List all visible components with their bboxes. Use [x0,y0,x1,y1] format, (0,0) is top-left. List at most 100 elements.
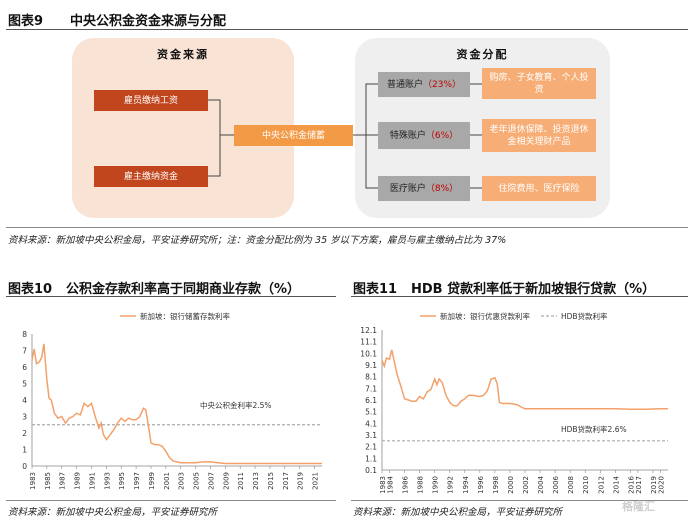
deposit-x-tick-label: 2017 [282,472,290,490]
employee-contribution-box: 雇员缴纳工资 [94,90,208,111]
loan-x-tick-label: 2008 [567,476,575,494]
special-account-name: 特殊账户 [389,130,426,141]
fig9-label: 图表9 [8,14,44,29]
loan-y-tick-label: 7.1 [365,384,377,393]
fig10-header-rule [6,296,336,297]
deposit-x-tick-label: 2021 [312,472,320,490]
medisave-account-box: 医疗账户 （8%） [378,176,470,201]
cpf-rate-annotation: 中央公积金利率2.5% [200,400,272,410]
loan-x-tick-label: 1983 [379,476,387,494]
fig9-header-rule [6,29,688,30]
loan-y-tick-label: 1.1 [365,454,377,463]
loan-x-tick-label: 1984 [387,475,395,493]
ordinary-account-use: 购房、子女教育、个人投资 [482,68,596,99]
fig11-bottom-rule [351,500,688,501]
deposit-x-tick-label: 1997 [133,472,141,490]
medisave-account-pct: （8%） [425,183,459,194]
deposit-y-tick-label: 3 [22,413,27,422]
deposit-x-tick-label: 2003 [178,472,186,490]
fig11-title: HDB 贷款利率低于新加坡银行贷款（%） [411,282,656,297]
loan-x-tick-label: 2000 [507,476,515,494]
loan-x-tick-label: 1986 [402,475,410,493]
fig10-title: 公积金存款利率高于同期商业存款（%） [66,282,301,297]
deposit-y-tick-label: 5 [22,380,27,389]
deposit-y-tick-label: 2 [22,429,27,438]
ordinary-account-pct: （23%） [423,79,462,90]
fig10-source-note: 资料来源：新加坡中央公积金局，平安证券研究所 [8,507,218,518]
hdb-legend-label: HDB贷款利率 [561,311,608,321]
loan-x-tick-label: 2019 [650,476,658,494]
loan-x-tick-label: 2006 [552,475,560,493]
fig11-label: 图表11 [353,282,398,297]
deposit-y-tick-label: 0 [22,462,27,471]
deposit-x-tick-label: 2013 [252,472,260,490]
deposit-y-tick-label: 8 [22,330,27,339]
loan-x-tick-label: 1996 [477,475,485,493]
loan-x-tick-label: 2020 [657,476,665,494]
deposit-x-tick-label: 2007 [207,472,215,490]
medisave-account-name: 医疗账户 [389,183,426,194]
deposit-x-tick-label: 2011 [237,472,245,490]
deposit-legend-label: 新加坡：银行储蓄存款利率 [140,311,230,321]
loan-x-tick-label: 1988 [417,476,425,494]
deposit-series-line [31,343,322,465]
loan-y-tick-label: 2.1 [365,443,377,452]
loan-x-tick-label: 2010 [582,476,590,494]
watermark: 格隆汇 [622,500,655,513]
deposit-x-tick-label: 2001 [163,472,171,490]
loan-y-tick-label: 9.1 [365,361,377,370]
flow-connectors [208,83,482,189]
loan-legend-label: 新加坡：银行优惠贷款利率 [440,311,530,321]
loan-x-tick-label: 2016 [627,475,635,493]
loan-series-line [381,349,668,411]
deposit-x-tick-label: 1987 [59,472,67,490]
deposit-x-tick-label: 1993 [103,472,111,490]
loan-y-tick-label: 8.1 [365,373,377,382]
loan-x-tick-label: 1990 [432,476,440,494]
fig11-source-note: 资料来源：新加坡中央公积金局，平安证券研究所 [353,507,563,518]
sources-title: 资金来源 [157,48,209,61]
loan-x-tick-label: 2014 [612,475,620,493]
deposit-x-tick-label: 1995 [118,472,126,490]
loan-x-tick-label: 2012 [597,476,605,494]
loan-x-tick-label: 1998 [492,476,500,494]
deposit-x-tick-label: 2019 [297,472,305,490]
loan-x-tick-label: 1992 [447,476,455,494]
employer-contribution-box: 雇主缴纳资金 [94,166,208,187]
fig10-label: 图表10 [8,282,53,297]
deposit-x-tick-label: 2005 [193,472,201,490]
special-account-use: 老年退休保障、投资退休金相关理财产品 [482,119,596,152]
ordinary-account-name: 普通账户 [386,79,423,90]
deposit-x-tick-label: 1985 [44,472,52,490]
special-account-pct: （6%） [425,130,459,141]
fig9-bottom-rule [6,227,688,228]
loan-y-tick-label: 6.1 [365,396,377,405]
deposit-rate-chart: 新加坡：银行储蓄存款利率 中央公积金利率2.5% 0 1 2 3 4 5 6 7 8 1983 19… [22,311,322,490]
distribution-title: 资金分配 [456,48,509,61]
loan-y-tick-label: 3.1 [365,431,377,440]
deposit-x-tick-label: 1983 [29,472,37,490]
medisave-account-use: 住院费用、医疗保险 [482,176,596,201]
deposit-y-tick-label: 4 [22,396,27,405]
loan-y-tick-label: 0.1 [365,466,377,475]
loan-y-tick-label: 11.1 [360,338,377,347]
fig9-source-note: 资料来源：新加坡中央公积金局，平安证券研究所；注：资金分配比例为 35 岁以下方… [8,235,507,246]
fig9-title: 中央公积金资金来源与分配 [70,14,227,29]
deposit-x-tick-label: 1999 [148,472,156,490]
deposit-x-tick-label: 2009 [222,472,230,490]
loan-y-tick-label: 12.1 [360,326,377,335]
fig10-bottom-rule [6,500,336,501]
deposit-x-tick-label: 2015 [267,472,275,490]
special-account-box: 特殊账户 （6%） [378,122,470,149]
deposit-y-tick-label: 1 [22,446,27,455]
loan-y-tick-label: 4.1 [365,419,377,428]
deposit-x-tick-label: 1991 [88,472,96,490]
loan-x-tick-label: 2017 [635,476,643,494]
loan-x-tick-label: 2002 [522,476,530,494]
loan-y-tick-label: 5.1 [365,408,377,417]
hdb-rate-annotation: HDB贷款利率2.6% [561,424,627,434]
loan-rate-chart: 新加坡：银行优惠贷款利率 HDB贷款利率 HDB贷款利率2.6% 0.1 1.1 2… [360,311,668,494]
loan-x-tick-label: 1994 [462,475,470,493]
cpf-savings-box: 中央公积金储蓄 [234,125,353,146]
deposit-x-tick-label: 1989 [74,472,82,490]
